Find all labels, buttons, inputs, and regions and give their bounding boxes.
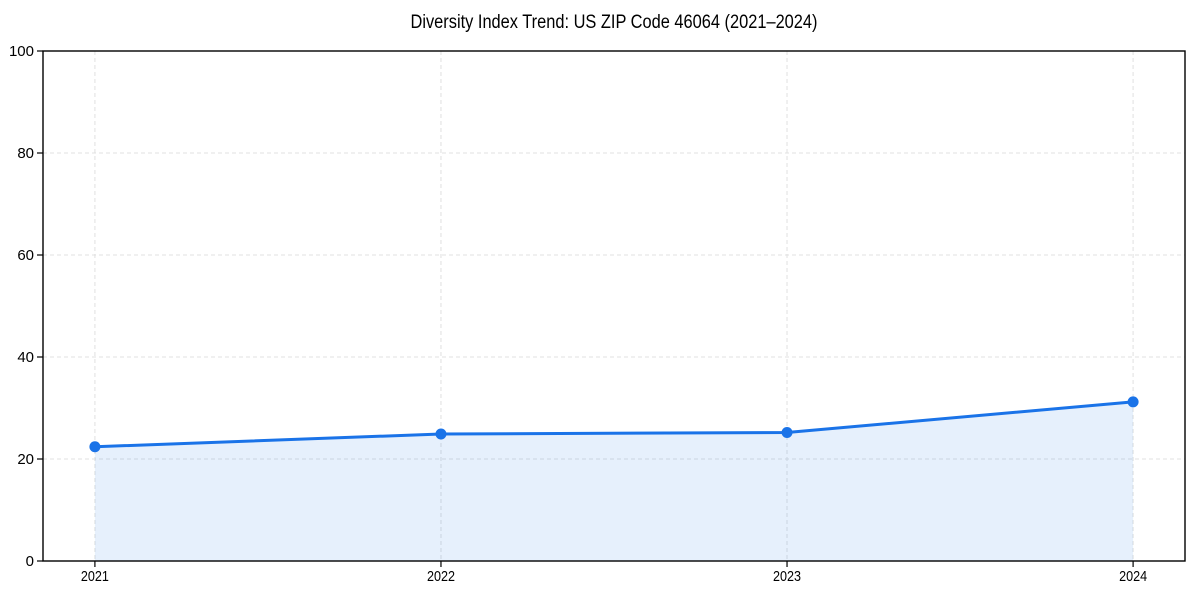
ytick-label-40: 40 — [17, 349, 34, 366]
data-point-2021 — [89, 441, 101, 453]
xtick-label-2022: 2022 — [427, 568, 455, 585]
ytick-label-20: 20 — [17, 451, 34, 468]
axis-tick-labels: 0 20 40 60 80 100 2021 2022 2023 2024 — [9, 43, 1147, 585]
data-point-2024 — [1127, 396, 1139, 408]
trend-line — [93, 400, 1135, 449]
ytick-label-80: 80 — [17, 145, 34, 162]
data-points — [89, 396, 1139, 453]
xtick-label-2021: 2021 — [81, 568, 109, 585]
xtick-label-2024: 2024 — [1119, 568, 1147, 585]
data-point-2023 — [781, 426, 793, 438]
chart-title: Diversity Index Trend: US ZIP Code 46064… — [411, 12, 818, 33]
ytick-label-0: 0 — [26, 553, 34, 570]
data-point-2022 — [435, 428, 447, 440]
area-under-line — [94, 401, 1134, 561]
ytick-label-60: 60 — [17, 247, 34, 264]
area-fill — [94, 401, 1134, 561]
axes-spines — [42, 50, 1186, 562]
axis-ticks — [37, 50, 1134, 567]
trend-polyline — [93, 400, 1135, 449]
plot-border — [42, 50, 1186, 562]
xtick-label-2023: 2023 — [773, 568, 801, 585]
ytick-label-100: 100 — [9, 43, 34, 60]
